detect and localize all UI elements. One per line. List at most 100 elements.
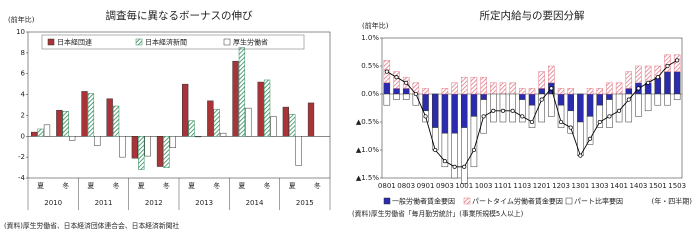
bar — [94, 136, 101, 146]
bar-segment — [402, 93, 410, 100]
bar — [43, 124, 51, 137]
bar — [220, 132, 227, 137]
line-marker — [452, 164, 457, 169]
y-tick-label: 4 — [21, 91, 26, 99]
x-tick-label: 冬 — [62, 181, 69, 190]
line-marker — [568, 125, 573, 130]
x-tick-label: 1003 — [475, 182, 493, 190]
line-marker — [404, 80, 409, 85]
bar-segment — [567, 93, 574, 112]
plot-frame — [27, 31, 331, 179]
x-tick-label: 0801 — [378, 182, 396, 190]
bar-segment — [596, 88, 603, 95]
line-marker — [423, 114, 428, 119]
x-tick-label: 1101 — [494, 182, 512, 190]
line-marker — [442, 159, 447, 164]
line-marker — [491, 108, 496, 113]
x-group-label: 2014 — [246, 199, 264, 207]
bar — [37, 128, 44, 137]
bar-segment — [393, 88, 400, 95]
bar-segment — [625, 71, 633, 89]
line-marker — [413, 91, 418, 97]
bar-segment — [461, 93, 468, 128]
x-tick-label: 冬 — [213, 181, 220, 190]
bar — [31, 131, 38, 137]
bar-segment — [567, 110, 574, 134]
bar-segment — [519, 93, 526, 100]
bar-segment — [644, 65, 652, 84]
bar-segment — [654, 93, 662, 106]
bar-segment — [596, 104, 603, 128]
y-tick-label: 8 — [21, 49, 25, 57]
bar — [106, 98, 113, 137]
y-tick-label: ▲1.5% — [356, 174, 380, 182]
bar-segment — [470, 93, 478, 117]
legend-label: パート比率要因 — [574, 197, 623, 206]
line-marker — [462, 164, 467, 169]
bar-segment — [519, 88, 526, 95]
page: 調査毎に異なるボーナスの伸び (前年比) -4 -2 0 2 4 6 8 10 日本経団連 日本経済新… — [4, 9, 692, 230]
bar-segment — [567, 88, 574, 95]
line-marker — [433, 147, 438, 153]
x-tick-label: 1203 — [552, 182, 570, 190]
bar — [263, 79, 271, 137]
bar-segment — [654, 76, 662, 95]
bar-segment — [586, 116, 594, 145]
bar-segment — [606, 82, 613, 95]
bar-segment — [383, 93, 391, 106]
x-tick-label: 夏 — [87, 182, 94, 190]
bar-segment — [635, 93, 642, 117]
y-tick-label: 0 — [21, 132, 25, 140]
line-marker — [665, 63, 670, 69]
chart-title: 所定内給与の要因分解 — [480, 9, 585, 22]
bar-segment — [490, 93, 497, 123]
legend-label: 厚生労働省 — [233, 38, 268, 47]
bar-segment — [673, 93, 681, 100]
x-tick-label: 1001 — [455, 182, 473, 190]
bar-segment — [431, 127, 439, 151]
x-tick-label: 0903 — [436, 182, 454, 190]
bar-segment — [528, 104, 536, 128]
bar-segment — [548, 93, 555, 117]
line-marker — [539, 97, 544, 102]
y-tick-label: 0.5% — [361, 62, 379, 70]
line-marker — [510, 108, 515, 113]
bar-segment — [673, 54, 681, 72]
source-note: (資料)厚生労働省、日本経済団体連合会、日本経済新聞社 — [4, 221, 179, 230]
bar — [282, 106, 290, 137]
line-marker — [588, 136, 593, 141]
y-axis-label: (前年比) — [362, 21, 389, 30]
bar-segment — [451, 82, 458, 95]
bar — [270, 116, 277, 137]
bar-segment — [499, 93, 507, 123]
bar-segment — [664, 71, 671, 95]
bar — [56, 109, 63, 137]
legend-label: 一般労働者賃金要因 — [392, 197, 455, 206]
bar-segment — [606, 99, 613, 128]
legend-swatch — [47, 38, 55, 46]
line-marker — [675, 58, 680, 63]
bar-segment — [548, 65, 555, 84]
x-tick-label: 夏 — [289, 182, 296, 190]
bar-segment — [490, 82, 497, 95]
bar — [69, 136, 76, 141]
bar-segment — [615, 82, 623, 95]
x-group-label: 2015 — [296, 199, 314, 207]
line-marker — [481, 114, 486, 119]
bar-segment — [528, 93, 536, 106]
y-tick-label: 6 — [21, 70, 26, 78]
line-marker — [655, 75, 660, 80]
bar — [295, 136, 302, 166]
line-marker — [626, 97, 631, 102]
bar-segment — [470, 76, 478, 95]
bar — [213, 108, 220, 137]
bar-segment — [461, 76, 468, 95]
bar-segment — [635, 65, 642, 84]
bar-segment — [557, 104, 565, 128]
line-marker — [617, 108, 622, 113]
x-tick-label: 1201 — [533, 182, 551, 190]
bar-segment — [644, 93, 652, 112]
bar — [238, 47, 246, 137]
line-marker — [500, 108, 506, 113]
line-marker — [520, 114, 525, 119]
